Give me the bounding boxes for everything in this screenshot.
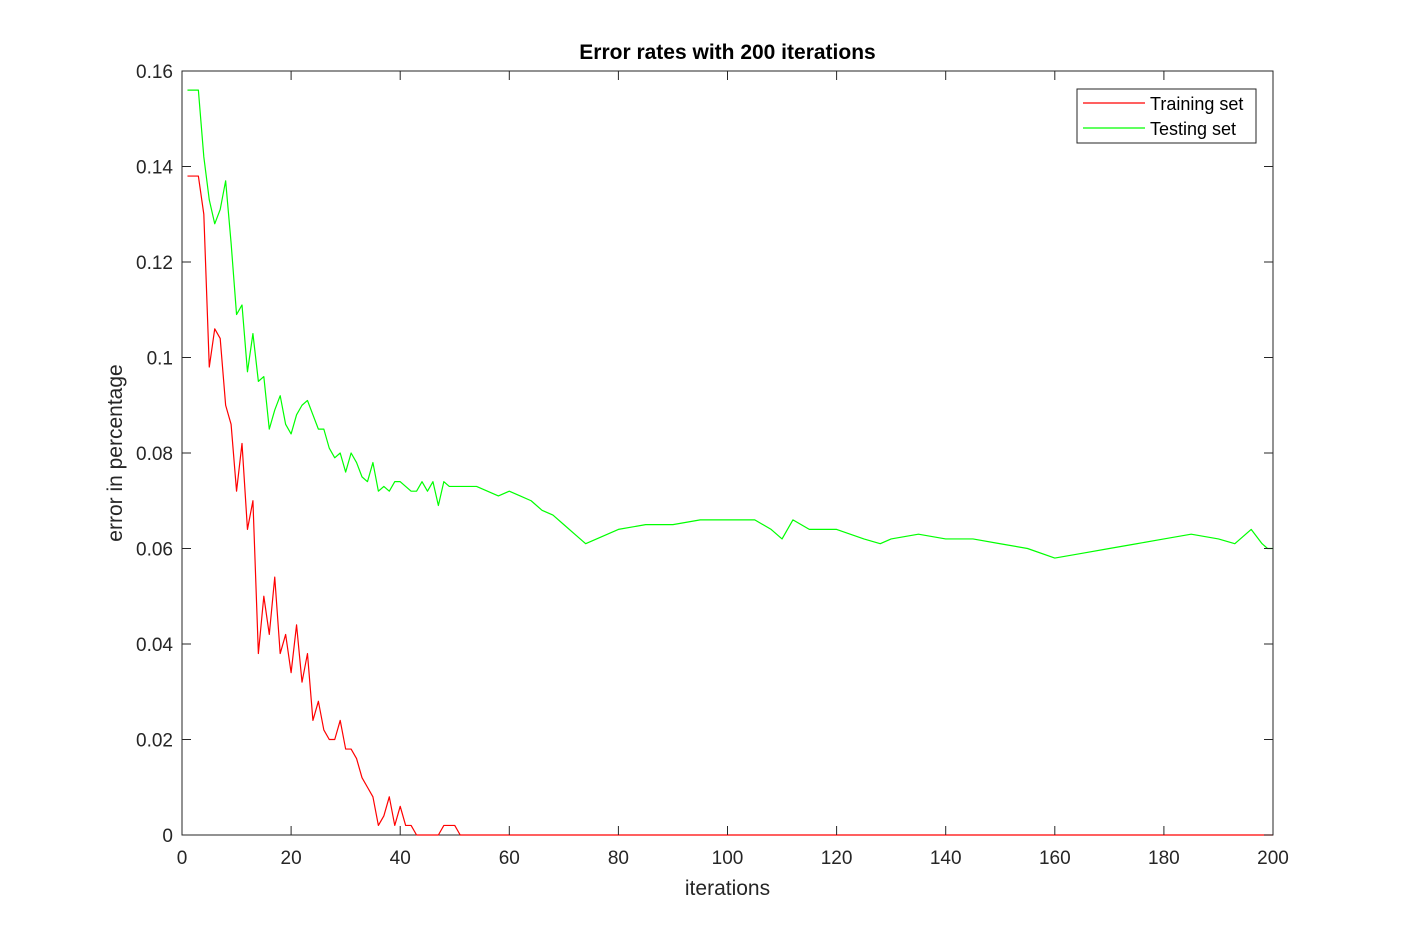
y-axis-label: error in percentage	[104, 364, 127, 541]
series-line-testing	[187, 89, 1273, 559]
x-tick-label: 100	[712, 848, 744, 869]
x-tick-label: 40	[390, 848, 411, 869]
legend: Training set Testing set	[1076, 88, 1257, 144]
x-tick-label: 20	[281, 848, 302, 869]
y-tick-label: 0.02	[136, 731, 173, 752]
chart-title: Error rates with 200 iterations	[579, 41, 875, 64]
x-tick-label: 0	[177, 848, 188, 869]
y-tick-label: 0.08	[136, 444, 173, 465]
y-tick-label: 0.12	[136, 253, 173, 274]
plot-area: 0 20 40 60 80 100 120 140 160 180 200 0 0.02 0.04 0.06…	[136, 62, 1289, 869]
y-tick-label: 0.04	[136, 635, 173, 656]
x-tick-label: 160	[1039, 848, 1071, 869]
x-tick-label: 140	[930, 848, 962, 869]
y-tick-label: 0.14	[136, 158, 173, 179]
series-line-training	[187, 175, 1273, 836]
series-layer	[187, 89, 1273, 836]
legend-label-testing: Testing set	[1150, 119, 1236, 139]
y-tick-label: 0.16	[136, 62, 173, 83]
x-tick-label: 80	[608, 848, 629, 869]
legend-label-training: Training set	[1150, 94, 1243, 114]
ticks-layer: 0 20 40 60 80 100 120 140 160 180 200 0 0.02 0.04 0.06…	[136, 62, 1289, 869]
legend-box	[1076, 88, 1257, 144]
x-tick-label: 60	[499, 848, 520, 869]
x-tick-label: 200	[1257, 848, 1289, 869]
x-tick-label: 180	[1148, 848, 1180, 869]
x-tick-label: 120	[821, 848, 853, 869]
y-tick-label: 0	[162, 826, 173, 847]
axes-box	[181, 70, 1274, 836]
y-tick-label: 0.06	[136, 540, 173, 561]
x-axis-label: iterations	[685, 877, 770, 900]
y-tick-label: 0.1	[147, 349, 173, 370]
